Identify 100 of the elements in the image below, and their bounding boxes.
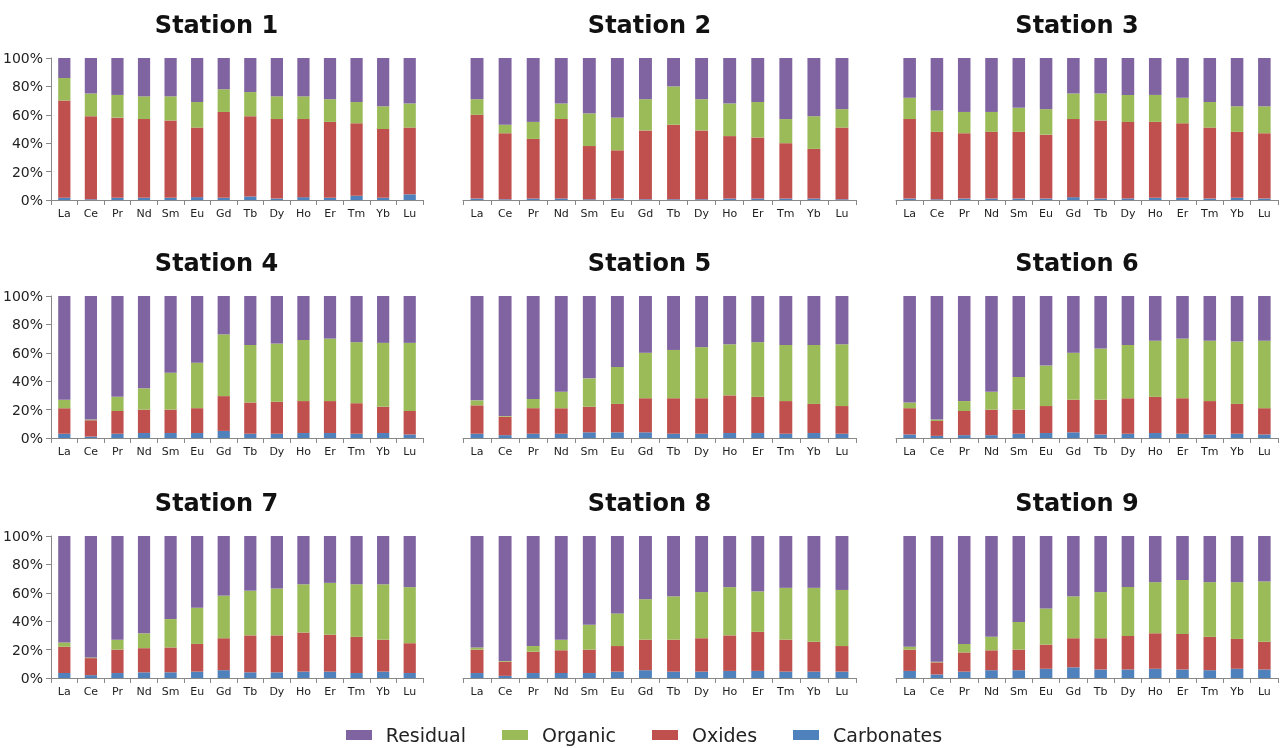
x-tick-label: Eu [1039, 445, 1054, 458]
x-tick-label: Pr [958, 685, 971, 698]
x-tick-label: Pr [958, 207, 971, 220]
y-tick-label: 100% [2, 288, 44, 304]
x-tick-label: Tm [346, 685, 366, 698]
x-tick-label: Yb [1229, 207, 1244, 220]
x-tick-label: Gd [215, 207, 232, 220]
x-tick-label: Gd [1065, 685, 1082, 698]
y-tick-label: 40% [11, 135, 44, 152]
x-tick-label: Tm [776, 445, 795, 458]
x-tick-label: Lu [1257, 685, 1271, 698]
y-tick-label: 0% [20, 670, 44, 686]
x-tick-label: Gd [215, 445, 232, 458]
legend-label: Carbonates [833, 724, 943, 746]
x-tick-label: Nd [136, 207, 152, 220]
x-tick-label: Lu [1257, 207, 1271, 220]
x-tick-label: Sm [580, 207, 599, 220]
x-tick-label: Pr [527, 685, 540, 698]
x-tick-label: Sm [1009, 445, 1028, 458]
x-tick-label: Yb [375, 207, 391, 220]
x-tick-label: Tb [242, 685, 258, 698]
chart-title: Station 9 [1015, 489, 1139, 517]
x-tick-label: Dy [269, 445, 285, 458]
y-tick-label: 20% [11, 401, 44, 418]
y-tick-label: 100% [2, 528, 44, 544]
x-tick-label: Eu [1039, 207, 1054, 220]
x-tick-label: Ce [929, 685, 945, 698]
x-tick-label: Ce [497, 685, 513, 698]
y-tick-label: 0% [20, 430, 44, 446]
x-tick-label: Ce [497, 207, 513, 220]
x-tick-label: Ho [295, 445, 312, 458]
x-tick-label: Tm [776, 685, 795, 698]
x-tick-label: Eu [190, 445, 205, 458]
x-tick-label: Nd [553, 685, 569, 698]
x-tick-label: Nd [553, 445, 569, 458]
x-tick-label: Pr [527, 445, 540, 458]
x-tick-label: Tb [665, 207, 681, 220]
chart-title: Station 6 [1015, 249, 1139, 277]
x-tick-label: Ce [83, 685, 99, 698]
legend-label: Oxides [691, 724, 758, 746]
x-tick-label: Tm [1200, 207, 1219, 220]
x-tick-label: Tb [1092, 445, 1108, 458]
x-tick-label: Dy [1120, 207, 1136, 220]
x-tick-label: La [470, 685, 484, 698]
x-tick-label: Gd [637, 207, 654, 220]
x-tick-label: Tm [1200, 685, 1219, 698]
x-tick-label: Ho [1147, 207, 1163, 220]
x-tick-label: Eu [610, 207, 625, 220]
x-tick-label: Nd [983, 685, 1000, 698]
x-tick-label: Eu [610, 445, 625, 458]
x-tick-label: Dy [694, 445, 710, 458]
x-tick-label: Nd [553, 207, 569, 220]
x-tick-label: Yb [1229, 445, 1244, 458]
x-tick-label: Lu [835, 685, 849, 698]
x-tick-label: Tb [1092, 207, 1108, 220]
x-tick-label: Nd [983, 445, 1000, 458]
x-tick-label: Nd [136, 445, 152, 458]
x-tick-label: Dy [1120, 685, 1136, 698]
x-tick-label: Sm [580, 685, 599, 698]
x-tick-label: Yb [806, 685, 821, 698]
x-tick-label: Nd [983, 207, 1000, 220]
x-tick-label: Eu [190, 207, 205, 220]
chart-title: Station 4 [154, 249, 279, 277]
x-tick-label: Tb [665, 445, 681, 458]
x-tick-label: Tb [1092, 685, 1108, 698]
x-tick-label: Eu [1039, 685, 1054, 698]
x-tick-label: Ce [83, 207, 99, 220]
y-tick-label: 80% [11, 556, 44, 573]
y-tick-label: 0% [20, 192, 44, 208]
x-tick-label: Tm [776, 207, 795, 220]
x-tick-label: Er [752, 445, 764, 458]
x-tick-label: Ho [1147, 685, 1163, 698]
x-tick-label: Pr [111, 445, 124, 458]
x-tick-label: Er [1176, 445, 1189, 458]
x-tick-label: Dy [269, 207, 285, 220]
x-tick-label: Tm [1200, 445, 1219, 458]
x-tick-label: Pr [527, 207, 540, 220]
y-tick-label: 60% [11, 344, 44, 361]
x-tick-label: Sm [161, 207, 180, 220]
x-tick-label: Ce [497, 445, 513, 458]
x-tick-label: Sm [1009, 207, 1028, 220]
x-tick-label: Yb [806, 445, 821, 458]
x-tick-label: Sm [161, 445, 180, 458]
x-tick-label: Er [752, 685, 764, 698]
x-tick-label: Pr [111, 685, 124, 698]
chart-title: Station 2 [587, 11, 712, 39]
x-tick-label: La [903, 207, 917, 220]
x-tick-label: Pr [111, 207, 124, 220]
x-tick-label: Gd [1065, 207, 1082, 220]
chart-title: Station 5 [587, 249, 712, 277]
x-tick-label: Lu [1257, 445, 1271, 458]
x-tick-label: Tm [346, 207, 366, 220]
x-tick-label: Lu [403, 685, 417, 698]
x-tick-label: Eu [190, 685, 205, 698]
x-tick-label: Tb [242, 445, 258, 458]
x-tick-label: La [57, 685, 71, 698]
x-tick-label: Ce [929, 445, 945, 458]
x-tick-label: Pr [958, 445, 971, 458]
x-tick-label: Gd [1065, 445, 1082, 458]
x-tick-label: Er [324, 445, 337, 458]
